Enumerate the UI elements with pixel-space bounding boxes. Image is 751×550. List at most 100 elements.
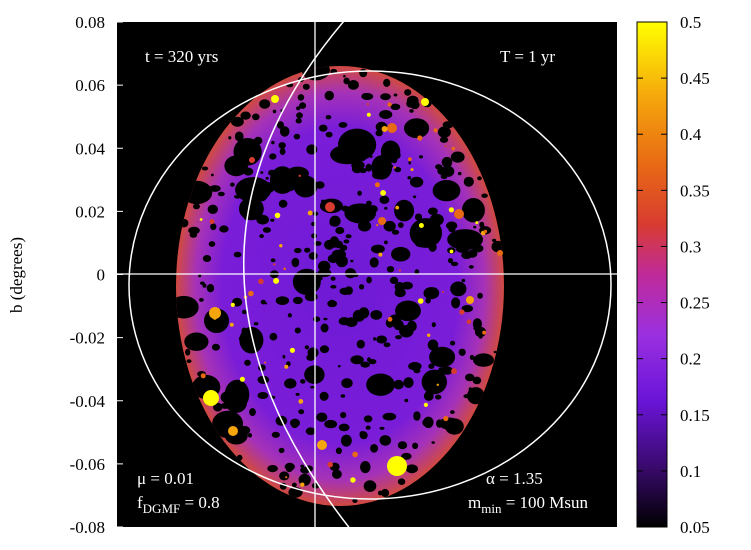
hot-spot (258, 278, 264, 285)
dark-hole (397, 441, 408, 450)
hot-spot (274, 212, 281, 219)
dark-hole (451, 297, 461, 309)
dark-hole (385, 318, 395, 328)
dark-hole (394, 199, 415, 222)
dark-hole (472, 244, 484, 253)
dark-holes (176, 66, 504, 503)
dark-hole (213, 402, 223, 412)
dark-hole (193, 203, 200, 210)
dark-hole (413, 411, 421, 421)
hot-spot (366, 112, 371, 117)
dark-hole (279, 126, 290, 137)
hot-spot (317, 440, 327, 450)
dark-hole (379, 195, 390, 204)
dark-hole (461, 305, 473, 313)
dark-hole (469, 354, 475, 360)
hot-spot (387, 316, 393, 322)
dark-hole (441, 156, 453, 168)
dark-hole (357, 190, 362, 196)
dark-hole (432, 179, 461, 202)
dark-hole (335, 226, 345, 235)
dark-hole (341, 434, 352, 447)
dark-hole (423, 287, 439, 300)
dark-hole (379, 426, 385, 430)
hot-spot (449, 249, 454, 254)
dark-hole (365, 425, 371, 430)
dark-hole (308, 252, 318, 260)
dark-hole (413, 195, 417, 199)
dark-hole (461, 198, 485, 223)
dark-hole (300, 464, 305, 468)
dark-hole (319, 391, 329, 401)
dark-hole (278, 199, 288, 208)
colorbar (636, 21, 668, 528)
dark-hole (271, 140, 275, 145)
dark-hole (472, 376, 482, 385)
dark-hole (334, 240, 344, 249)
dark-hole (337, 141, 343, 146)
y-tick-label: 0.02 (75, 202, 105, 221)
dark-hole (447, 258, 454, 264)
hot-spot (273, 277, 280, 284)
dark-hole (269, 166, 296, 194)
dark-hole (371, 155, 393, 180)
dark-hole (304, 345, 310, 350)
hot-spot (418, 223, 424, 228)
dark-hole (370, 310, 383, 320)
dark-hole (199, 281, 205, 285)
dark-hole (199, 298, 204, 302)
dark-hole (406, 100, 415, 108)
dark-hole (189, 308, 194, 313)
dark-hole (320, 323, 329, 333)
dark-hole (445, 418, 464, 435)
dark-hole (335, 447, 342, 455)
dark-hole (340, 394, 346, 398)
dark-hole (466, 178, 472, 185)
dark-hole (403, 377, 414, 388)
hot-spot (398, 269, 402, 272)
dark-hole (367, 357, 371, 362)
dark-hole (389, 276, 399, 284)
hot-spot (230, 302, 235, 307)
dark-hole (272, 109, 277, 114)
dark-hole (366, 200, 372, 206)
dark-hole (260, 299, 266, 305)
y-axis-label: b (degrees) (7, 237, 26, 313)
dark-hole (436, 419, 444, 428)
hot-spot (459, 309, 465, 315)
mmin-subscript: min (481, 501, 502, 516)
mmin-annotation: mmin = 100 Msun (468, 493, 589, 516)
dark-hole (450, 151, 465, 163)
dark-hole (373, 337, 377, 341)
dark-hole (241, 396, 247, 400)
dark-hole (323, 317, 328, 321)
dark-hole (294, 247, 302, 254)
dark-hole (271, 431, 280, 438)
dark-hole (330, 144, 364, 165)
dark-hole (210, 223, 217, 231)
dark-hole (397, 222, 404, 228)
dark-hole (409, 109, 414, 113)
dark-hole (431, 322, 436, 328)
dark-hole (477, 292, 483, 299)
hot-spot (423, 402, 428, 407)
y-tick-label: -0.02 (70, 329, 105, 348)
dark-hole (408, 362, 422, 371)
dark-hole (408, 161, 412, 165)
dark-hole (367, 167, 371, 170)
dark-hole (293, 133, 301, 140)
dark-hole (359, 431, 368, 440)
dark-hole (275, 296, 290, 305)
dark-hole (425, 390, 433, 396)
dark-hole (371, 244, 385, 254)
dark-hole (394, 166, 402, 173)
hot-spot (433, 128, 438, 133)
colorbar-ticks: 0.5 0.45 0.4 0.35 0.3 0.25 0.2 0.15 0.1 0.05 (637, 13, 710, 537)
mu-annotation: μ = 0.01 (137, 469, 194, 488)
dark-hole (325, 115, 332, 120)
hot-spot (451, 146, 456, 151)
hot-spot (298, 174, 301, 177)
dark-hole (422, 418, 433, 427)
dark-hole (439, 136, 449, 143)
